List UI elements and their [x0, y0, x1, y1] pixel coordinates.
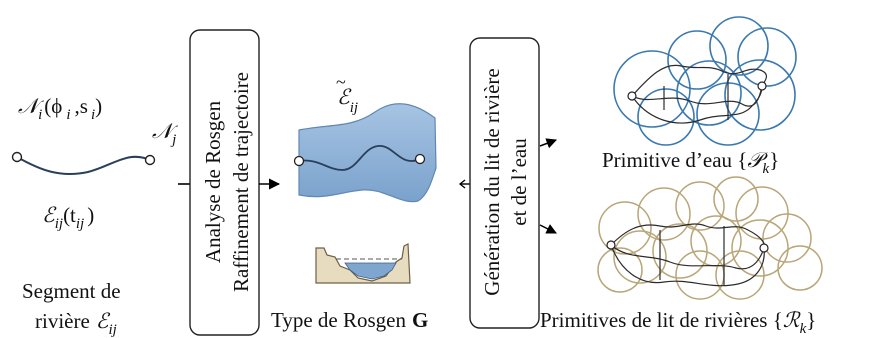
- water-primitive-caption: Primitive d’eau {𝒫k}: [602, 148, 779, 177]
- segment-caption-line2: rivière ℰij: [35, 309, 117, 338]
- generation-line1: Génération du lit de rivière: [480, 68, 504, 295]
- segment-caption-line1: Segment de: [22, 279, 121, 303]
- refined-segment-group: ℰij ~ Type de Rosgen G: [271, 72, 437, 332]
- refined-corridor-band: [298, 103, 437, 203]
- rosgen-analysis-box: Analyse de Rosgen Raffinement de traject…: [189, 29, 260, 336]
- water-primitives-diagram: [613, 16, 797, 146]
- arrow-to-water-primitives: [539, 138, 557, 149]
- bed-primitives-diagram: [597, 176, 823, 300]
- analysis-line2: Raffinement de trajectoire: [229, 72, 253, 292]
- rosgen-cross-section-icon: [315, 243, 411, 284]
- end-node: [144, 154, 156, 166]
- node-j-label: 𝒩j: [152, 119, 178, 148]
- generation-input-chevron: [458, 179, 466, 189]
- water-start-node: [627, 91, 637, 101]
- refined-end-node: [414, 153, 426, 165]
- water-end-node: [757, 81, 767, 91]
- arrow-to-bed-primitives: [539, 224, 557, 234]
- input-river-curve: [16, 155, 151, 176]
- analysis-line1: Analyse de Rosgen: [201, 100, 225, 263]
- edge-label: ℰij(tij): [42, 203, 94, 232]
- input-segment-group: 𝒩i(ϕ i ,s i) 𝒩j ℰij(tij) Segment de rivière…: [11, 94, 178, 338]
- refined-start-node: [293, 155, 305, 167]
- refined-river-curve: [298, 145, 421, 171]
- refined-segment-label: ℰij: [337, 85, 358, 116]
- start-node: [11, 151, 23, 163]
- bed-primitives-caption: Primitives de lit de rivières {ℛk}: [540, 308, 816, 337]
- node-i-label: 𝒩i(ϕ i ,s i): [18, 94, 102, 123]
- refined-tilde: ~: [336, 72, 346, 92]
- generation-line2: et de l’eau: [507, 138, 531, 226]
- bed-start-node: [606, 240, 616, 250]
- generation-box: Génération du lit de rivière et de l’eau: [469, 37, 540, 329]
- rosgen-type-caption: Type de Rosgen G: [271, 308, 428, 332]
- bed-end-node: [759, 243, 769, 253]
